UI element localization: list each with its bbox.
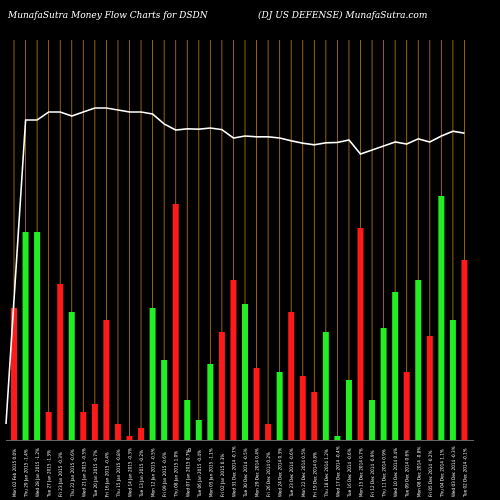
bar: [438, 196, 445, 440]
x-tick-label: Fri 19 Dec 2014 0.8%: [312, 452, 317, 497]
price-line-layer: [5, 107, 465, 425]
x-tick-label: Wed 24 Dec 2014 0.3%: [278, 448, 283, 497]
bar: [322, 332, 329, 440]
x-tick-label: Tue 13 Jan 2015 -0.2%: [139, 450, 144, 498]
bar: [345, 380, 352, 440]
chart-title: MunafaSutra Money Flow Charts for DSDN: [8, 11, 208, 21]
x-tick-label: Wed 07 Jan 2015 0.7%: [185, 449, 190, 497]
x-tick-label: Fri 02 Jan 2015 0.3%: [220, 454, 225, 497]
bar: [403, 372, 410, 440]
x-tick-label: Wed 03 Dec 2014 -0.3%: [451, 446, 456, 497]
x-tick-label: Wed 21 Jan 2015 -0.5%: [81, 448, 86, 497]
bar: [80, 412, 87, 440]
bar: [184, 400, 191, 440]
bar: [415, 280, 422, 440]
bar: [149, 308, 156, 440]
x-tick-label: Fri 16 Jan 2015 -0.4%: [104, 452, 109, 497]
bar: [449, 320, 456, 440]
x-tick-label: Fri 05 Dec 2014 -0.2%: [428, 450, 433, 497]
bar: [461, 260, 468, 440]
bar: [138, 428, 145, 440]
x-tick-label: Mon 12 Jan 2015 -0.5%: [151, 448, 156, 497]
bar: [195, 420, 202, 440]
bar: [380, 328, 387, 440]
x-tick-label: Thu 04 Dec 2014 1.1%: [439, 449, 444, 498]
bar: [57, 284, 64, 440]
bar: [68, 312, 75, 440]
x-tick-label: Thu 08 Jan 2015 1.0%: [174, 451, 179, 498]
bars: [11, 196, 468, 440]
bar: [311, 392, 318, 440]
x-tick-label: Thu 15 Jan 2015 -0.8%: [116, 449, 121, 498]
x-tick-label: Wed 10 Dec 2014 0.4%: [393, 448, 398, 497]
chart-subtitle: (DJ US DEFENSE) MunafaSutra.com: [258, 11, 428, 21]
zero-marker: 0: [188, 448, 191, 454]
bar: [172, 204, 179, 440]
price-line: [5, 107, 465, 425]
bar: [114, 424, 121, 440]
bar: [288, 312, 295, 440]
x-tick-label: Tue 06 Jan 2015 -0.4%: [197, 450, 202, 498]
x-tick-label: Thu 11 Dec 2014 0.9%: [382, 449, 387, 498]
x-tick-label: Fri 23 Jan 2015 -0.3%: [58, 452, 63, 497]
x-tick-label: Wed 31 Dec 2014 -0.7%: [231, 446, 236, 497]
bar: [299, 376, 306, 440]
bar: [161, 360, 168, 440]
bar: [276, 372, 283, 440]
bar: [357, 228, 364, 440]
x-tick-label: Fri 09 Jan 2015 -0.6%: [162, 452, 167, 497]
x-tick-labels: Mon 02 Feb 2015 0.0% Thu 29 Jan 2015 -1.4…: [12, 446, 467, 498]
x-tick-label: Mon 29 Dec 2014 0.4%: [255, 448, 260, 497]
x-tick-label: Mon 05 Jan 2015 -1.1%: [208, 448, 213, 497]
bar: [126, 436, 133, 440]
x-tick-label: Tue 20 Jan 2015 -0.7%: [93, 450, 98, 498]
x-tick-label: Tue 30 Dec 2014 -0.5%: [243, 448, 248, 498]
x-tick-label: Tue 09 Dec 2014 0.6%: [405, 450, 410, 498]
x-tick-label: Mon 02 Feb 2015 0.0%: [12, 449, 17, 497]
x-tick-label: Tue 23 Dec 2014 -0.6%: [289, 448, 294, 498]
bar: [91, 404, 98, 440]
x-tick-label: Thu 29 Jan 2015 -1.4%: [24, 449, 29, 498]
bar: [45, 412, 52, 440]
x-tick-label: Tue 27 Jan 2015 -1.3%: [47, 450, 52, 498]
x-tick-label: Thu 22 Jan 2015 -0.6%: [70, 449, 75, 498]
x-tick-label: Thu 18 Dec 2014 1.2%: [324, 449, 329, 498]
x-tick-label: Mon 08 Dec 2014 -0.8%: [416, 447, 421, 497]
bar: [207, 364, 214, 440]
bar: [230, 280, 237, 440]
x-tick-label: Tue 16 Dec 2014 -0.6%: [347, 448, 352, 498]
x-tick-label: Wed 17 Dec 2014 -0.4%: [335, 446, 340, 497]
bar: [265, 424, 272, 440]
bar: [218, 332, 225, 440]
bar: [392, 292, 399, 440]
x-tick-label: Fri 12 Dec 2014 -0.9%: [370, 450, 375, 497]
x-tick-label: Wed 14 Jan 2015 -0.3%: [128, 448, 133, 497]
bar: [334, 436, 341, 440]
bar: [242, 304, 248, 440]
bar: [22, 232, 29, 440]
bar: [103, 320, 110, 440]
bar: [369, 400, 376, 440]
bar: [34, 232, 41, 440]
x-tick-label: Tue 02 Dec 2014 -0.1%: [462, 448, 467, 498]
bar: [253, 368, 260, 440]
x-tick-label: Mon 22 Dec 2014 0.5%: [301, 448, 306, 497]
x-tick-label: Mon 15 Dec 2014 0.7%: [359, 448, 364, 497]
bar: [426, 336, 433, 440]
x-tick-label: Fri 26 Dec 2014 0.2%: [266, 452, 271, 497]
x-tick-label: Wed 28 Jan 2015 -1.2%: [35, 448, 40, 497]
bar: [11, 308, 17, 440]
